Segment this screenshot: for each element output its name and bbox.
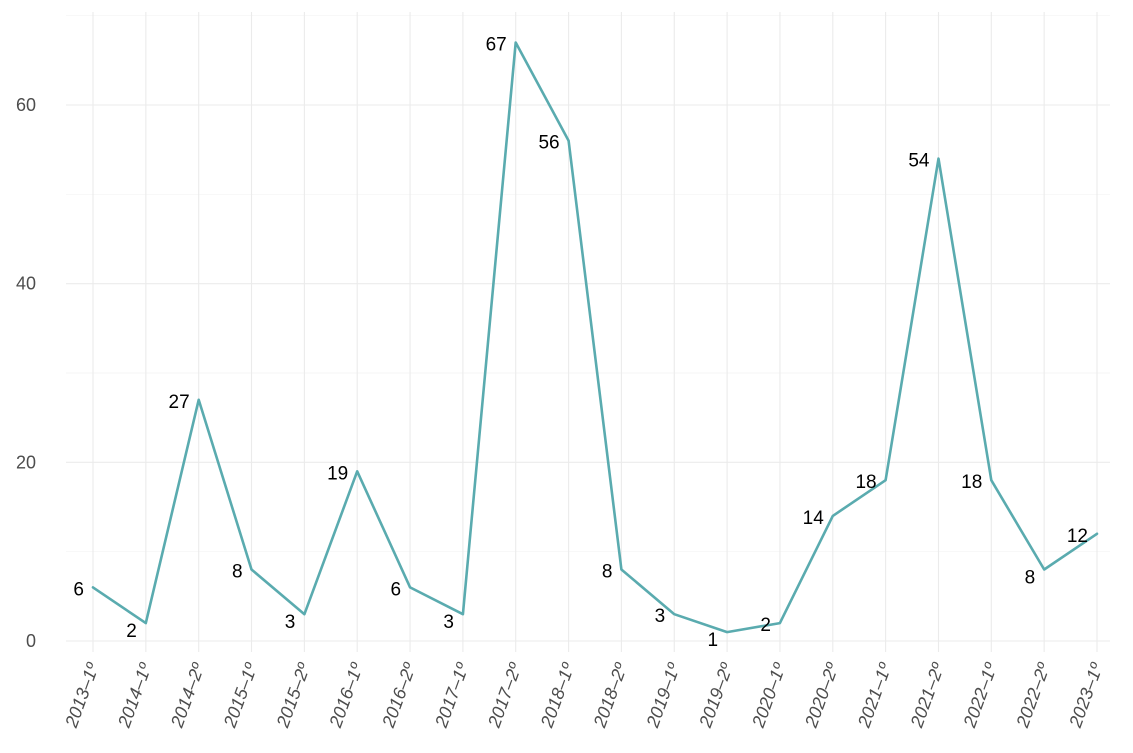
x-tick-label: 2020–1º <box>748 659 790 731</box>
data-label: 8 <box>1025 568 1036 589</box>
x-tick-label: 2014–2º <box>167 659 209 731</box>
data-label: 6 <box>390 579 401 600</box>
data-label: 3 <box>443 612 454 633</box>
data-label: 8 <box>602 562 613 583</box>
x-tick-label: 2021–2º <box>906 659 948 731</box>
data-label: 2 <box>760 615 771 636</box>
x-tick-label: 2019–1º <box>642 659 684 731</box>
data-label: 3 <box>285 612 296 633</box>
x-tick-label: 2018–2º <box>589 659 631 731</box>
data-label: 18 <box>961 472 982 493</box>
x-tick-label: 2016–2º <box>378 659 420 731</box>
grid <box>66 12 1110 652</box>
data-label: 12 <box>1067 526 1088 547</box>
data-label: 54 <box>908 151 930 172</box>
y-tick-label: 20 <box>16 452 36 472</box>
x-tick-label: 2018–1º <box>536 659 578 731</box>
x-tick-label: 2023–1º <box>1065 659 1107 731</box>
data-label: 3 <box>655 606 666 627</box>
data-label: 14 <box>803 508 825 529</box>
y-tick-label: 40 <box>16 274 36 294</box>
x-tick-label: 2014–1º <box>114 659 156 731</box>
data-label: 27 <box>169 392 190 413</box>
x-tick-label: 2017–2º <box>484 659 526 731</box>
x-tick-label: 2022–2º <box>1012 659 1054 731</box>
data-label: 18 <box>855 472 876 493</box>
data-label: 1 <box>708 630 719 651</box>
x-tick-label: 2015–1º <box>219 659 261 731</box>
x-axis: 2013–1º 2014–1º 2014–2º 2015–1º 2015–2º 2016–… <box>61 659 1107 731</box>
x-tick-label: 2019–2º <box>695 659 737 731</box>
x-tick-label: 2020–2º <box>801 659 843 731</box>
series-line <box>91 41 1099 634</box>
y-tick-label: 60 <box>16 95 36 115</box>
series <box>91 41 1099 634</box>
data-label: 6 <box>73 579 84 600</box>
x-tick-label: 2021–1º <box>853 659 895 731</box>
data-label: 2 <box>126 621 137 642</box>
x-tick-label: 2013–1º <box>61 659 103 731</box>
x-tick-label: 2022–1º <box>959 659 1001 731</box>
y-tick-label: 0 <box>26 631 36 651</box>
x-tick-label: 2015–2º <box>272 659 314 731</box>
x-tick-label: 2016–1º <box>325 659 367 731</box>
data-label: 56 <box>538 133 559 154</box>
y-axis: 0 20 40 60 <box>16 95 36 651</box>
data-label: 8 <box>232 562 243 583</box>
data-label: 19 <box>327 463 348 484</box>
x-tick-label: 2017–1º <box>431 659 473 731</box>
data-label: 67 <box>486 34 507 55</box>
